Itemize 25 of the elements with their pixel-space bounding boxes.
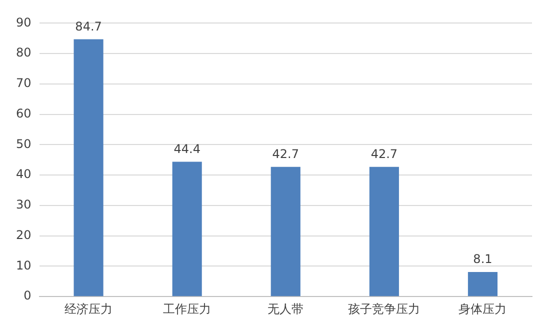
y-tick-label: 40 (16, 167, 32, 182)
data-label: 42.7 (272, 147, 299, 162)
data-label: 42.7 (370, 147, 398, 162)
y-tick-label: 0 (24, 288, 32, 303)
x-tick-label: 无人带 (268, 302, 304, 316)
bar (270, 166, 300, 296)
y-tick-label: 70 (16, 76, 32, 90)
bar (74, 39, 104, 296)
y-tick-label: 80 (16, 46, 32, 60)
data-label: 84.7 (75, 19, 102, 34)
x-tick-label: 经济压力 (64, 302, 113, 316)
bar (468, 272, 498, 296)
bar (172, 162, 202, 296)
y-tick-label: 30 (16, 198, 32, 212)
data-label: 8.1 (473, 252, 492, 266)
y-tick-label: 60 (16, 106, 32, 120)
x-tick-label: 工作压力 (163, 302, 212, 316)
y-tick-label: 20 (16, 228, 32, 242)
y-tick-label: 10 (16, 258, 32, 272)
bar (369, 166, 399, 296)
x-tick-label: 孩子竞争压力 (348, 302, 420, 316)
y-tick-label: 50 (16, 136, 32, 151)
x-tick-label: 身体压力 (458, 302, 507, 316)
data-label: 44.4 (174, 142, 200, 156)
y-tick-label: 90 (16, 15, 32, 30)
